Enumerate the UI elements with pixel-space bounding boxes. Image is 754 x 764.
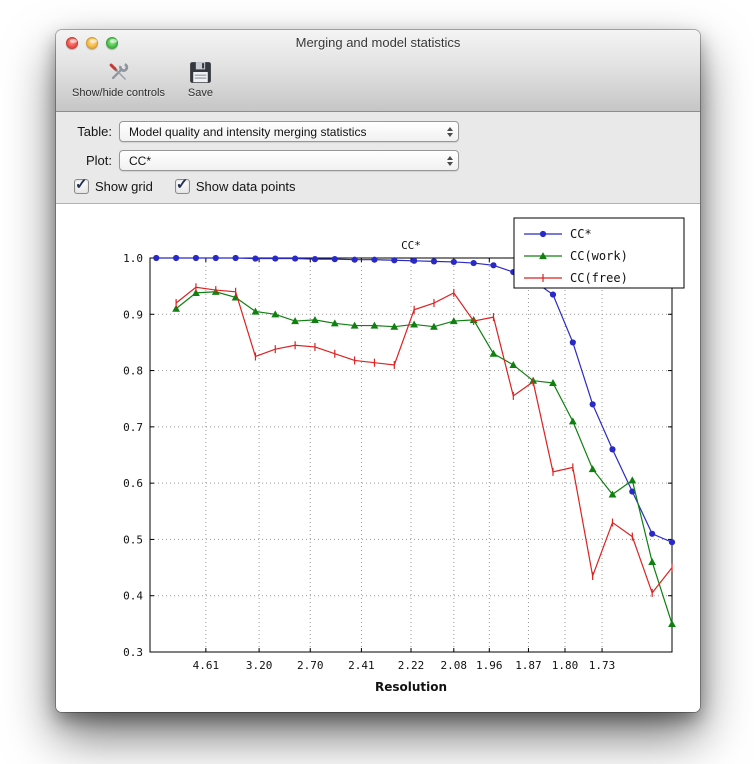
save-icon bbox=[190, 62, 211, 83]
plot-label: Plot: bbox=[85, 153, 112, 168]
zoom-button[interactable] bbox=[106, 37, 118, 49]
plot-select-value: CC* bbox=[129, 153, 152, 168]
svg-text:CC*: CC* bbox=[570, 227, 592, 241]
svg-text:1.96: 1.96 bbox=[476, 659, 503, 672]
svg-text:1.73: 1.73 bbox=[589, 659, 616, 672]
svg-text:0.5: 0.5 bbox=[123, 533, 143, 546]
show-data-points-label: Show data points bbox=[195, 179, 296, 194]
svg-text:1.87: 1.87 bbox=[515, 659, 542, 672]
svg-text:CC*: CC* bbox=[401, 239, 421, 252]
svg-text:2.41: 2.41 bbox=[348, 659, 375, 672]
plot-row: Plot: CC* bbox=[64, 150, 692, 171]
svg-text:2.70: 2.70 bbox=[297, 659, 324, 672]
checkbox-row: ✓ Show grid ✓ Show data points bbox=[74, 176, 692, 194]
svg-text:0.8: 0.8 bbox=[123, 365, 143, 378]
traffic-lights bbox=[66, 37, 118, 49]
svg-text:CC(free): CC(free) bbox=[570, 271, 628, 285]
svg-text:4.61: 4.61 bbox=[193, 659, 220, 672]
plot-select[interactable]: CC* bbox=[119, 150, 459, 171]
check-icon: ✓ bbox=[175, 176, 189, 193]
controls-panel: Table: Model quality and intensity mergi… bbox=[56, 112, 700, 204]
svg-text:0.4: 0.4 bbox=[123, 590, 143, 603]
show-hide-controls-label: Show/hide controls bbox=[72, 87, 165, 99]
check-icon: ✓ bbox=[75, 176, 88, 193]
svg-text:Resolution: Resolution bbox=[375, 680, 447, 694]
svg-text:0.7: 0.7 bbox=[123, 421, 143, 434]
window-header: Merging and model statistics Show/hide c… bbox=[56, 30, 700, 112]
popup-arrows-icon bbox=[441, 126, 453, 137]
checkbox-icon: ✓ bbox=[74, 176, 89, 194]
svg-text:3.20: 3.20 bbox=[246, 659, 273, 672]
table-row: Table: Model quality and intensity mergi… bbox=[64, 121, 692, 142]
titlebar[interactable]: Merging and model statistics bbox=[56, 30, 700, 56]
tools-icon bbox=[109, 62, 129, 81]
toolbar: Show/hide controls Save bbox=[56, 56, 700, 111]
plot-canvas: 4.61 3.20 2.70 2.41 2.22 2.08 1.96 1.87 1.80 1.73… bbox=[56, 204, 700, 712]
save-label: Save bbox=[187, 87, 213, 99]
minimize-button[interactable] bbox=[86, 37, 98, 49]
close-button[interactable] bbox=[66, 37, 78, 49]
chart: 4.61 3.20 2.70 2.41 2.22 2.08 1.96 1.87 1.80 1.73… bbox=[64, 212, 692, 706]
svg-text:1.80: 1.80 bbox=[552, 659, 579, 672]
window-title: Merging and model statistics bbox=[295, 35, 461, 50]
show-hide-controls-button[interactable]: Show/hide controls bbox=[66, 57, 171, 101]
checkbox-icon: ✓ bbox=[174, 176, 190, 194]
svg-text:1.0: 1.0 bbox=[123, 252, 143, 265]
svg-text:0.3: 0.3 bbox=[123, 646, 143, 659]
svg-text:0.6: 0.6 bbox=[123, 477, 143, 490]
table-select[interactable]: Model quality and intensity merging stat… bbox=[119, 121, 459, 142]
show-data-points-checkbox[interactable]: ✓ Show data points bbox=[174, 176, 296, 194]
show-grid-label: Show grid bbox=[95, 179, 153, 194]
table-select-value: Model quality and intensity merging stat… bbox=[129, 124, 367, 139]
popup-arrows-icon bbox=[441, 155, 453, 166]
table-label: Table: bbox=[77, 124, 112, 139]
svg-text:0.9: 0.9 bbox=[123, 308, 143, 321]
svg-text:2.08: 2.08 bbox=[441, 659, 468, 672]
save-button[interactable]: Save bbox=[181, 57, 220, 101]
svg-text:CC(work): CC(work) bbox=[570, 249, 628, 263]
svg-text:2.22: 2.22 bbox=[398, 659, 425, 672]
app-window: Merging and model statistics Show/hide c… bbox=[56, 30, 700, 712]
show-grid-checkbox[interactable]: ✓ Show grid bbox=[74, 176, 153, 194]
